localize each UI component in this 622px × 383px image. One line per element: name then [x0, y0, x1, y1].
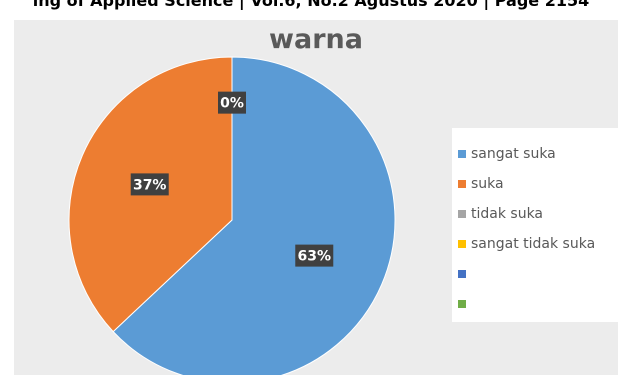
legend-swatch: [458, 240, 466, 248]
legend-item: [458, 264, 471, 284]
legend-swatch: [458, 270, 466, 278]
pie-chart: 63% 37% 0%: [68, 56, 396, 375]
data-label-0pct: 0%: [218, 91, 246, 114]
legend-swatch: [458, 300, 466, 308]
chart-title: warna: [269, 24, 363, 55]
legend-item: sangat suka: [458, 144, 556, 164]
svg-text:0%: 0%: [220, 96, 244, 112]
svg-text:37%: 37%: [133, 177, 167, 193]
legend-label: sangat suka: [471, 146, 556, 162]
page-header-text: ing of Applied Science | Vol.6, No.2 Agu…: [32, 0, 590, 10]
legend-label: tidak suka: [471, 206, 544, 222]
legend-label: sangat tidak suka: [471, 236, 596, 252]
pie-slice-sangat-suka: [112, 56, 396, 375]
legend-item: [458, 294, 471, 314]
legend: sangat suka suka tidak suka sangat tidak su…: [452, 128, 618, 322]
legend-label: suka: [471, 176, 504, 192]
legend-swatch: [458, 150, 466, 158]
legend-item: tidak suka: [458, 204, 543, 224]
legend-swatch: [458, 210, 466, 218]
svg-text:63%: 63%: [298, 249, 332, 265]
legend-item: sangat tidak suka: [458, 234, 595, 254]
data-label-37pct: 37%: [130, 173, 169, 196]
data-label-63pct: 63%: [295, 244, 334, 267]
chart-area: warna 63% 37% 0% sangat suka suka tidak suka…: [14, 20, 618, 375]
legend-item: suka: [458, 174, 504, 194]
legend-swatch: [458, 180, 466, 188]
